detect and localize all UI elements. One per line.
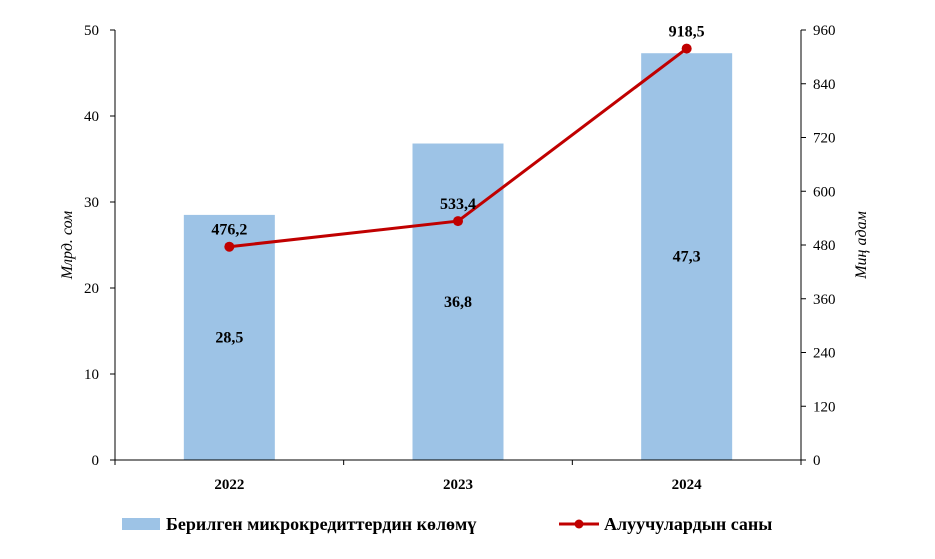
legend-line-marker (574, 519, 584, 529)
right-tick-label: 840 (813, 77, 836, 93)
right-tick-label: 720 (813, 131, 836, 147)
x-tick-label: 2024 (672, 477, 703, 493)
x-tick-label: 2023 (443, 477, 473, 493)
line-data-label: 476,2 (211, 222, 247, 239)
bar-data-label: 28,5 (215, 329, 243, 346)
legend: Берилген микрокредиттердин көлөмү Алуучу… (122, 514, 772, 534)
y2-axis-title: Миң адам (853, 211, 870, 280)
right-tick-label: 600 (813, 184, 836, 200)
line-point (224, 241, 235, 252)
left-tick-label: 40 (84, 109, 99, 125)
right-tick-label: 120 (813, 399, 836, 415)
ticks: 0 10 20 30 40 50 0 120 240 360 480 600 720 840 960 2022… (84, 23, 836, 493)
right-tick-label: 360 (813, 292, 836, 308)
left-tick-label: 0 (92, 453, 100, 469)
legend-line-label: Алуучулардын саны (604, 514, 772, 534)
line-series (224, 43, 692, 252)
data-labels: 28,5 36,8 47,3 476,2 533,4 918,5 (211, 24, 704, 347)
line-data-label: 918,5 (669, 24, 705, 41)
line-point (453, 216, 463, 227)
bar (412, 143, 504, 460)
right-tick-label: 960 (813, 23, 836, 39)
right-tick-label: 0 (813, 453, 821, 469)
legend-bar-swatch (122, 518, 160, 530)
bar-data-label: 36,8 (444, 294, 472, 311)
line-point (681, 43, 692, 54)
left-tick-label: 30 (84, 195, 99, 211)
x-tick-label: 2022 (214, 477, 244, 493)
bar-data-label: 47,3 (673, 249, 701, 266)
line-data-label: 533,4 (440, 196, 476, 213)
left-tick-label: 20 (84, 281, 99, 297)
left-tick-label: 50 (84, 23, 99, 39)
left-tick-label: 10 (84, 367, 99, 383)
right-tick-label: 480 (813, 238, 836, 254)
bar (183, 214, 275, 460)
legend-bar-label: Берилген микрокредиттердин көлөмү (166, 514, 476, 534)
y-axis-title: Млрд. сом (59, 211, 76, 281)
bars (183, 53, 733, 460)
bar (641, 53, 733, 460)
right-tick-label: 240 (813, 346, 836, 362)
